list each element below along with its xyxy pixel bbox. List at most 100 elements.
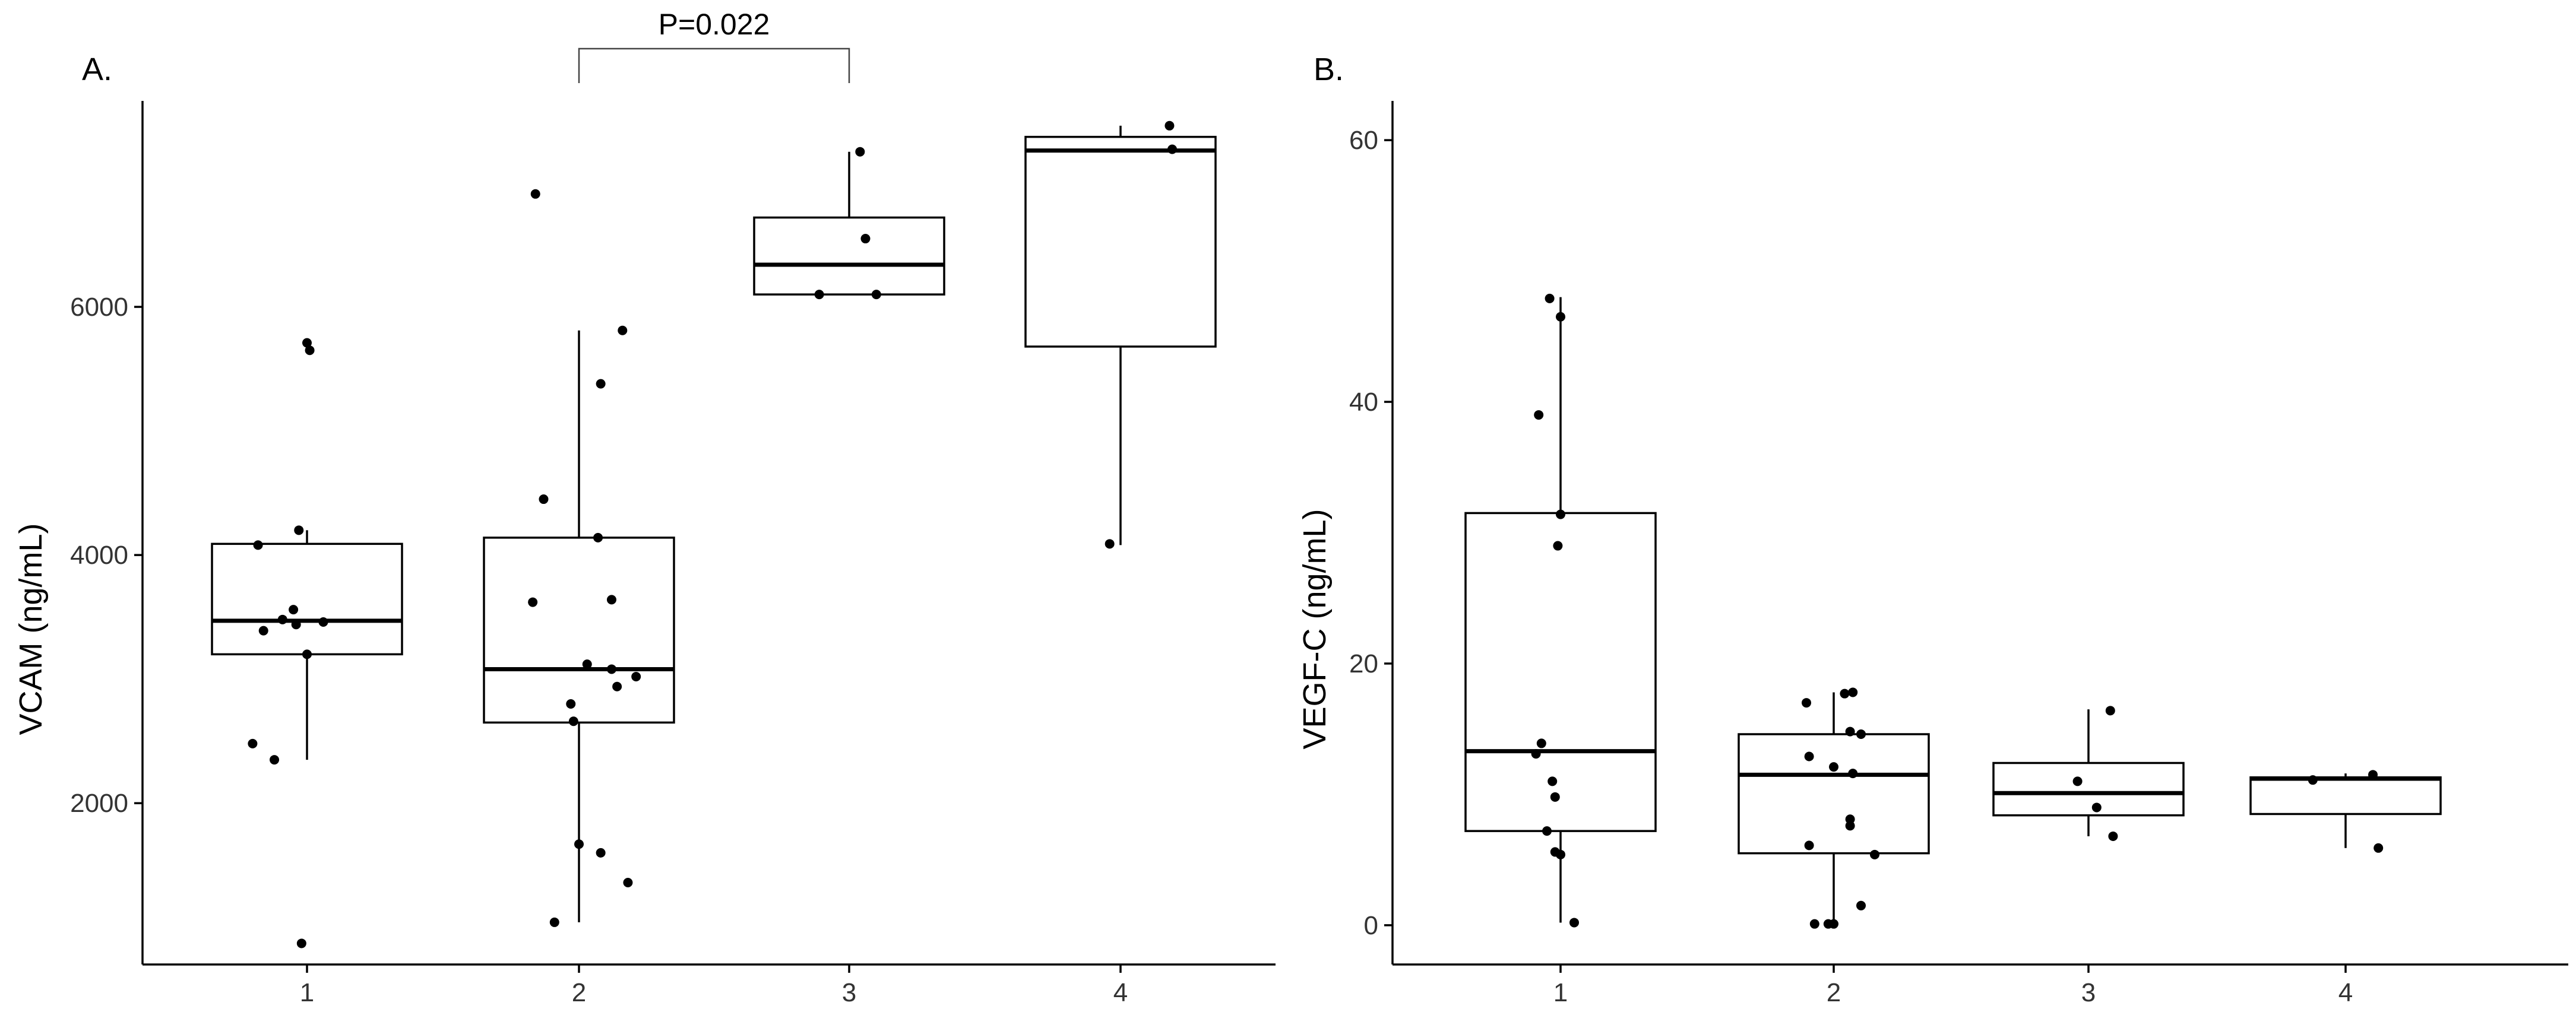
panel-a-box [483,537,675,724]
panel-b-data-point [2374,843,2384,853]
panel-a-data-point [574,839,584,849]
panel-a-data-point [270,755,280,765]
panel-b-data-point [2108,831,2118,841]
panel-a-data-point [530,189,540,199]
panel-b-x-tick-label: 1 [1553,978,1568,1007]
panel-a-data-point [618,325,628,335]
panel-a-x-tick-label: 2 [572,978,586,1007]
panel-b-data-point [1848,687,1858,697]
panel-b-data-point [1553,541,1563,551]
panel-a-box-group-2 [483,330,675,922]
panel-b-y-tick-label: 20 [1349,649,1378,678]
panel-b-data-point [1809,919,1819,929]
panel-a-data-point [291,620,301,630]
panel-a-box [753,216,945,296]
panel-b-data-point [1829,919,1838,929]
panel-b-box [2249,776,2442,816]
panel-b-data-point [2091,802,2102,813]
panel-a-y-tick-label: 2000 [70,789,128,818]
panel-a-label: A. [82,52,112,87]
panel-b-data-point [1536,738,1546,748]
panel-b-data-point [1845,814,1855,824]
panel-a-data-point [294,525,304,535]
panel-a-significance-bracket [578,47,850,83]
panel-a-data-point [871,290,881,300]
panel-a-y-tick-label: 4000 [70,541,128,570]
panel-a-data-point [612,681,622,691]
panel-b-y-tick-label: 0 [1364,911,1378,940]
panel-a-box [1024,135,1217,348]
panel-b-data-point [1531,749,1541,759]
panel-b-box-group-2 [1738,692,1930,924]
panel-b-data-point [1548,776,1558,786]
panel-a-box-group-3 [753,151,945,296]
panel-a-x-tick-label: 1 [300,978,314,1007]
panel-a-data-point [855,147,865,157]
panel-b-plot-area: 0 20 40 60 1 2 3 4 [1349,101,2568,1007]
panel-b-x-tick-label: 2 [1827,978,1841,1007]
panel-a-data-point [582,659,592,670]
panel-b-box [1464,512,1657,832]
panel-b-data-point [1845,726,1855,737]
panel-a-data-point [539,494,549,504]
panel-b-box-group-1 [1464,297,1657,923]
panel-a-data-point [596,848,606,858]
panel-b-y-tick-label: 40 [1349,388,1378,417]
panel-a-data-point [566,699,576,709]
panel-a-data-point [528,597,538,607]
panel-a-data-point [814,290,824,300]
panel-a-data-point [302,338,312,348]
panel-a-data-point [318,617,328,627]
panel-a-box [211,542,403,656]
panel-b-data-point [1856,729,1866,739]
panel-b-data-point [1848,769,1858,779]
panel-b-y-axis-title: VEGF-C (ng/mL) [1297,509,1333,749]
panel-a-x-tick-label: 4 [1113,978,1128,1007]
panel-b-data-point [1856,900,1866,910]
panel-a-box-group-1 [211,530,403,760]
panel-a-data-point [623,878,633,888]
panel-b-data-point [1829,762,1838,772]
panel-a-data-point [302,649,312,659]
panel-b-data-point [1840,688,1850,699]
panel-a-data-point [631,672,641,681]
panel-b-box [1738,733,1930,855]
panel-b-box [1992,761,2185,817]
panel-b-data-point [1569,918,1579,928]
panel-b-data-point [1804,751,1814,761]
panel-a-data-point [258,626,268,636]
panel-b-data-point [1545,293,1555,303]
panel-b-x-tick-label: 4 [2338,978,2353,1007]
panel-a-data-point [277,614,287,624]
panel-a-vcam: A. VCAM (ng/mL) 2000 4000 6000 1 2 3 4 P=0.022 [13,8,1276,1007]
panel-a-data-point [606,595,616,605]
panel-a-x-tick-label: 3 [842,978,856,1007]
panel-a-box-group-4 [1024,125,1217,545]
panel-b-data-point [1802,698,1811,708]
panel-b-data-point [2072,776,2083,786]
panel-a-data-point [289,605,299,615]
panel-a-data-point [296,938,306,948]
panel-a-data-point [860,234,871,244]
panel-a-data-point [549,917,559,927]
panel-a-y-axis-title: VCAM (ng/mL) [13,523,49,735]
panel-b-data-point [1870,849,1879,859]
panel-b-data-point [1804,840,1814,851]
panel-a-data-point [596,379,606,389]
panel-a-data-point [1164,120,1175,131]
panel-b-data-point [1556,849,1565,859]
panel-a-data-point [606,664,616,674]
panel-b-label: B. [1314,52,1344,87]
panel-b-data-point [2308,775,2318,785]
panel-b-data-point [1845,821,1855,831]
panel-b-y-tick-label: 60 [1349,126,1378,155]
panel-b-data-point [2105,706,2115,716]
panel-b-data-point [2368,770,2378,780]
panel-a-data-point [1105,539,1115,549]
panel-a-plot-area: 2000 4000 6000 1 2 3 4 P=0.022 [70,8,1276,1007]
panel-a-data-point [253,540,263,550]
panel-b-data-point [1556,312,1565,322]
panel-b-data-point [1556,509,1565,519]
panel-a-p-value-label: P=0.022 [659,8,770,41]
